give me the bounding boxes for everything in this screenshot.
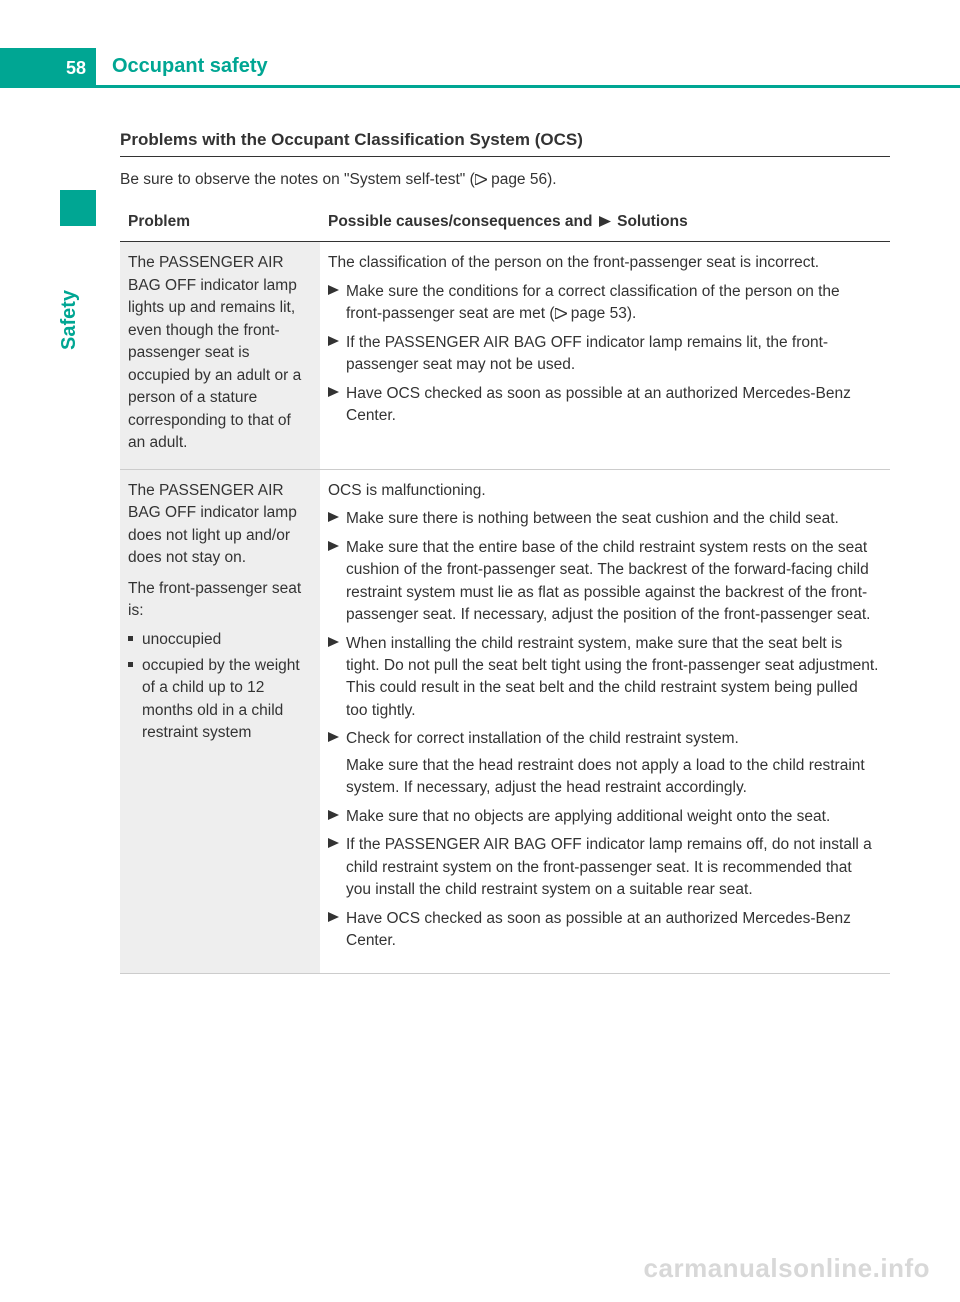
- solution-arrow-icon: [599, 216, 611, 227]
- solution-text: Have OCS checked as soon as possible at …: [346, 910, 851, 949]
- action-arrow-icon: [328, 512, 339, 522]
- action-arrow-icon: [328, 732, 339, 742]
- solution-text: When installing the child restraint syst…: [346, 635, 879, 719]
- action-arrow-icon: [328, 541, 339, 551]
- solution-item: If the PASSENGER AIR BAG OFF indicator l…: [328, 834, 880, 901]
- col-header-problem: Problem: [120, 203, 320, 242]
- problem-cell: The PASSENGER AIR BAG OFF indicator lamp…: [120, 242, 320, 469]
- solution-text: If the PASSENGER AIR BAG OFF indicator l…: [346, 836, 872, 898]
- table-header-row: Problem Possible causes/consequences and…: [120, 203, 890, 242]
- solution-text: Have OCS checked as soon as possible at …: [346, 385, 851, 424]
- col-header-solution-a: Possible causes/consequences and: [328, 213, 597, 230]
- solution-lead: OCS is malfunctioning.: [328, 480, 880, 502]
- solution-cell: The classification of the person on the …: [320, 242, 890, 469]
- solution-item: Make sure there is nothing between the s…: [328, 508, 880, 530]
- solution-text: If the PASSENGER AIR BAG OFF indicator l…: [346, 334, 828, 373]
- solution-cell: OCS is malfunctioning. Make sure there i…: [320, 469, 890, 973]
- problem-subtext: The front-passenger seat is:: [128, 578, 310, 623]
- solution-item: Make sure that the entire base of the ch…: [328, 537, 880, 627]
- intro-text-a: Be sure to observe the notes on "System …: [120, 171, 475, 188]
- action-arrow-icon: [328, 838, 339, 848]
- page-content: Problems with the Occupant Classificatio…: [120, 130, 890, 974]
- solution-item: Have OCS checked as soon as possible at …: [328, 908, 880, 953]
- solution-pageref: page 53).: [567, 305, 637, 322]
- action-arrow-icon: [328, 336, 339, 346]
- page-header: 58 Occupant safety: [0, 48, 960, 88]
- solution-list: Make sure there is nothing between the s…: [328, 508, 880, 952]
- problem-bullet-list: unoccupied occupied by the weight of a c…: [128, 629, 310, 745]
- solution-item: Have OCS checked as soon as possible at …: [328, 383, 880, 428]
- problem-cell: The PASSENGER AIR BAG OFF indicator lamp…: [120, 469, 320, 973]
- intro-text-b: page 56).: [487, 171, 557, 188]
- solution-item: If the PASSENGER AIR BAG OFF indicator l…: [328, 332, 880, 377]
- solution-lead: The classification of the person on the …: [328, 252, 880, 274]
- solution-item: Make sure that no objects are applying a…: [328, 806, 880, 828]
- problem-text: The PASSENGER AIR BAG OFF indicator lamp…: [128, 254, 301, 451]
- col-header-solution-b: Solutions: [613, 213, 688, 230]
- problem-text: The PASSENGER AIR BAG OFF indicator lamp…: [128, 480, 310, 570]
- table-row: The PASSENGER AIR BAG OFF indicator lamp…: [120, 469, 890, 973]
- watermark: carmanualsonline.info: [644, 1253, 930, 1284]
- page-ref-icon: [555, 308, 567, 319]
- action-arrow-icon: [328, 387, 339, 397]
- solution-list: Make sure the conditions for a correct c…: [328, 281, 880, 428]
- page-ref-icon: [475, 174, 487, 185]
- section-tab-label: Safety: [58, 290, 81, 350]
- solution-text: Check for correct installation of the ch…: [346, 730, 739, 747]
- action-arrow-icon: [328, 810, 339, 820]
- col-header-solution: Possible causes/consequences and Solutio…: [320, 203, 890, 242]
- side-marker-square: [60, 190, 96, 226]
- bullet-item: unoccupied: [128, 629, 310, 651]
- action-arrow-icon: [328, 637, 339, 647]
- action-arrow-icon: [328, 912, 339, 922]
- page-number: 58: [0, 48, 96, 88]
- solution-item: When installing the child restraint syst…: [328, 633, 880, 723]
- table-row: The PASSENGER AIR BAG OFF indicator lamp…: [120, 242, 890, 469]
- solution-text: Make sure there is nothing between the s…: [346, 510, 839, 527]
- problems-table: Problem Possible causes/consequences and…: [120, 203, 890, 974]
- section-heading: Problems with the Occupant Classificatio…: [120, 130, 890, 157]
- solution-text: Make sure that the entire base of the ch…: [346, 539, 870, 623]
- solution-item: Check for correct installation of the ch…: [328, 728, 880, 799]
- chapter-title: Occupant safety: [96, 48, 960, 88]
- solution-text: Make sure that no objects are applying a…: [346, 808, 830, 825]
- intro-text: Be sure to observe the notes on "System …: [120, 171, 890, 189]
- solution-item: Make sure the conditions for a correct c…: [328, 281, 880, 326]
- bullet-item: occupied by the weight of a child up to …: [128, 655, 310, 745]
- action-arrow-icon: [328, 285, 339, 295]
- solution-subtext: Make sure that the head restraint does n…: [346, 755, 880, 800]
